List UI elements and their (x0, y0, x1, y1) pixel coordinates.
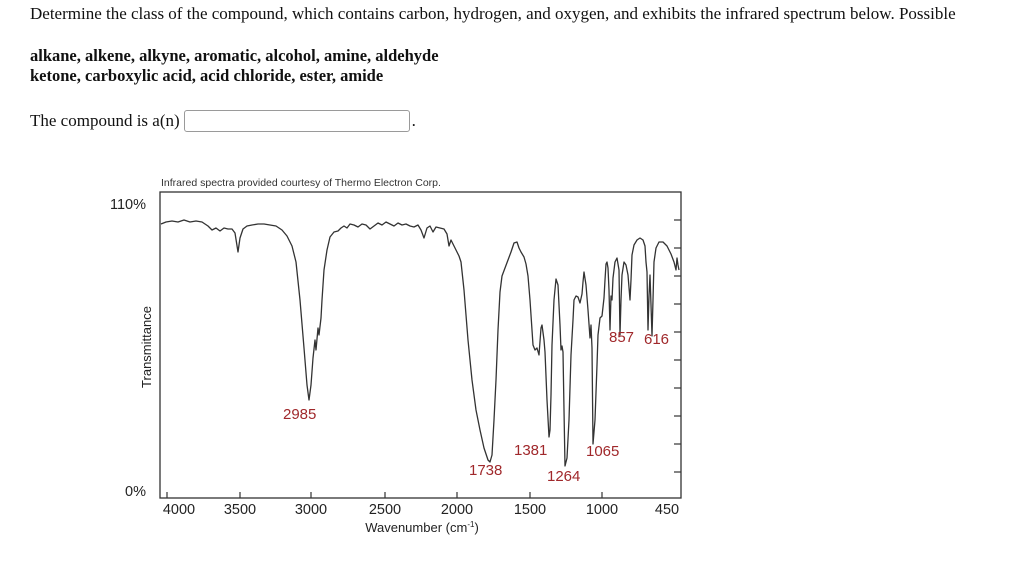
right-axis-ticks (674, 219, 681, 473)
spectrum-line (160, 219, 680, 467)
x-tick-2500: 2500 (369, 502, 401, 518)
question-text: Determine the class of the compound, whi… (30, 4, 956, 23)
y-axis-title: Transmittance (139, 306, 154, 388)
options-line-1: alkane, alkene, alkyne, aromatic, alcoho… (30, 46, 439, 65)
class-options: alkane, alkene, alkyne, aromatic, alcoho… (30, 46, 439, 86)
peak-label-1381: 1381 (514, 442, 547, 459)
x-tick-3000: 3000 (295, 502, 327, 518)
x-tick-1000: 1000 (586, 502, 618, 518)
peak-label-857: 857 (609, 329, 634, 346)
x-tick-3500: 3500 (224, 502, 256, 518)
answer-input[interactable] (183, 110, 410, 132)
peak-label-1738: 1738 (469, 462, 502, 479)
peak-label-616: 616 (644, 331, 669, 348)
y-tick-110: 110% (110, 197, 146, 213)
options-line-2: ketone, carboxylic acid, acid chloride, … (30, 66, 384, 85)
chart-credit: Infrared spectra provided courtesy of Th… (161, 177, 441, 189)
x-tick-1500: 1500 (514, 502, 546, 518)
x-axis-ticks (166, 492, 603, 498)
peak-label-2985: 2985 (283, 406, 316, 423)
answer-row: The compound is a(n) . (30, 110, 416, 132)
x-tick-4000: 4000 (163, 502, 195, 518)
plot-frame (159, 191, 682, 499)
x-axis-title: Wavenumber (cm-1) (365, 520, 479, 535)
x-tick-450: 450 (655, 502, 679, 518)
peak-label-1264: 1264 (547, 468, 580, 485)
peak-label-1065: 1065 (586, 443, 619, 460)
x-tick-2000: 2000 (441, 502, 473, 518)
answer-prompt: The compound is a(n) (30, 111, 180, 130)
y-tick-0: 0% (125, 484, 146, 500)
answer-period: . (411, 111, 416, 130)
